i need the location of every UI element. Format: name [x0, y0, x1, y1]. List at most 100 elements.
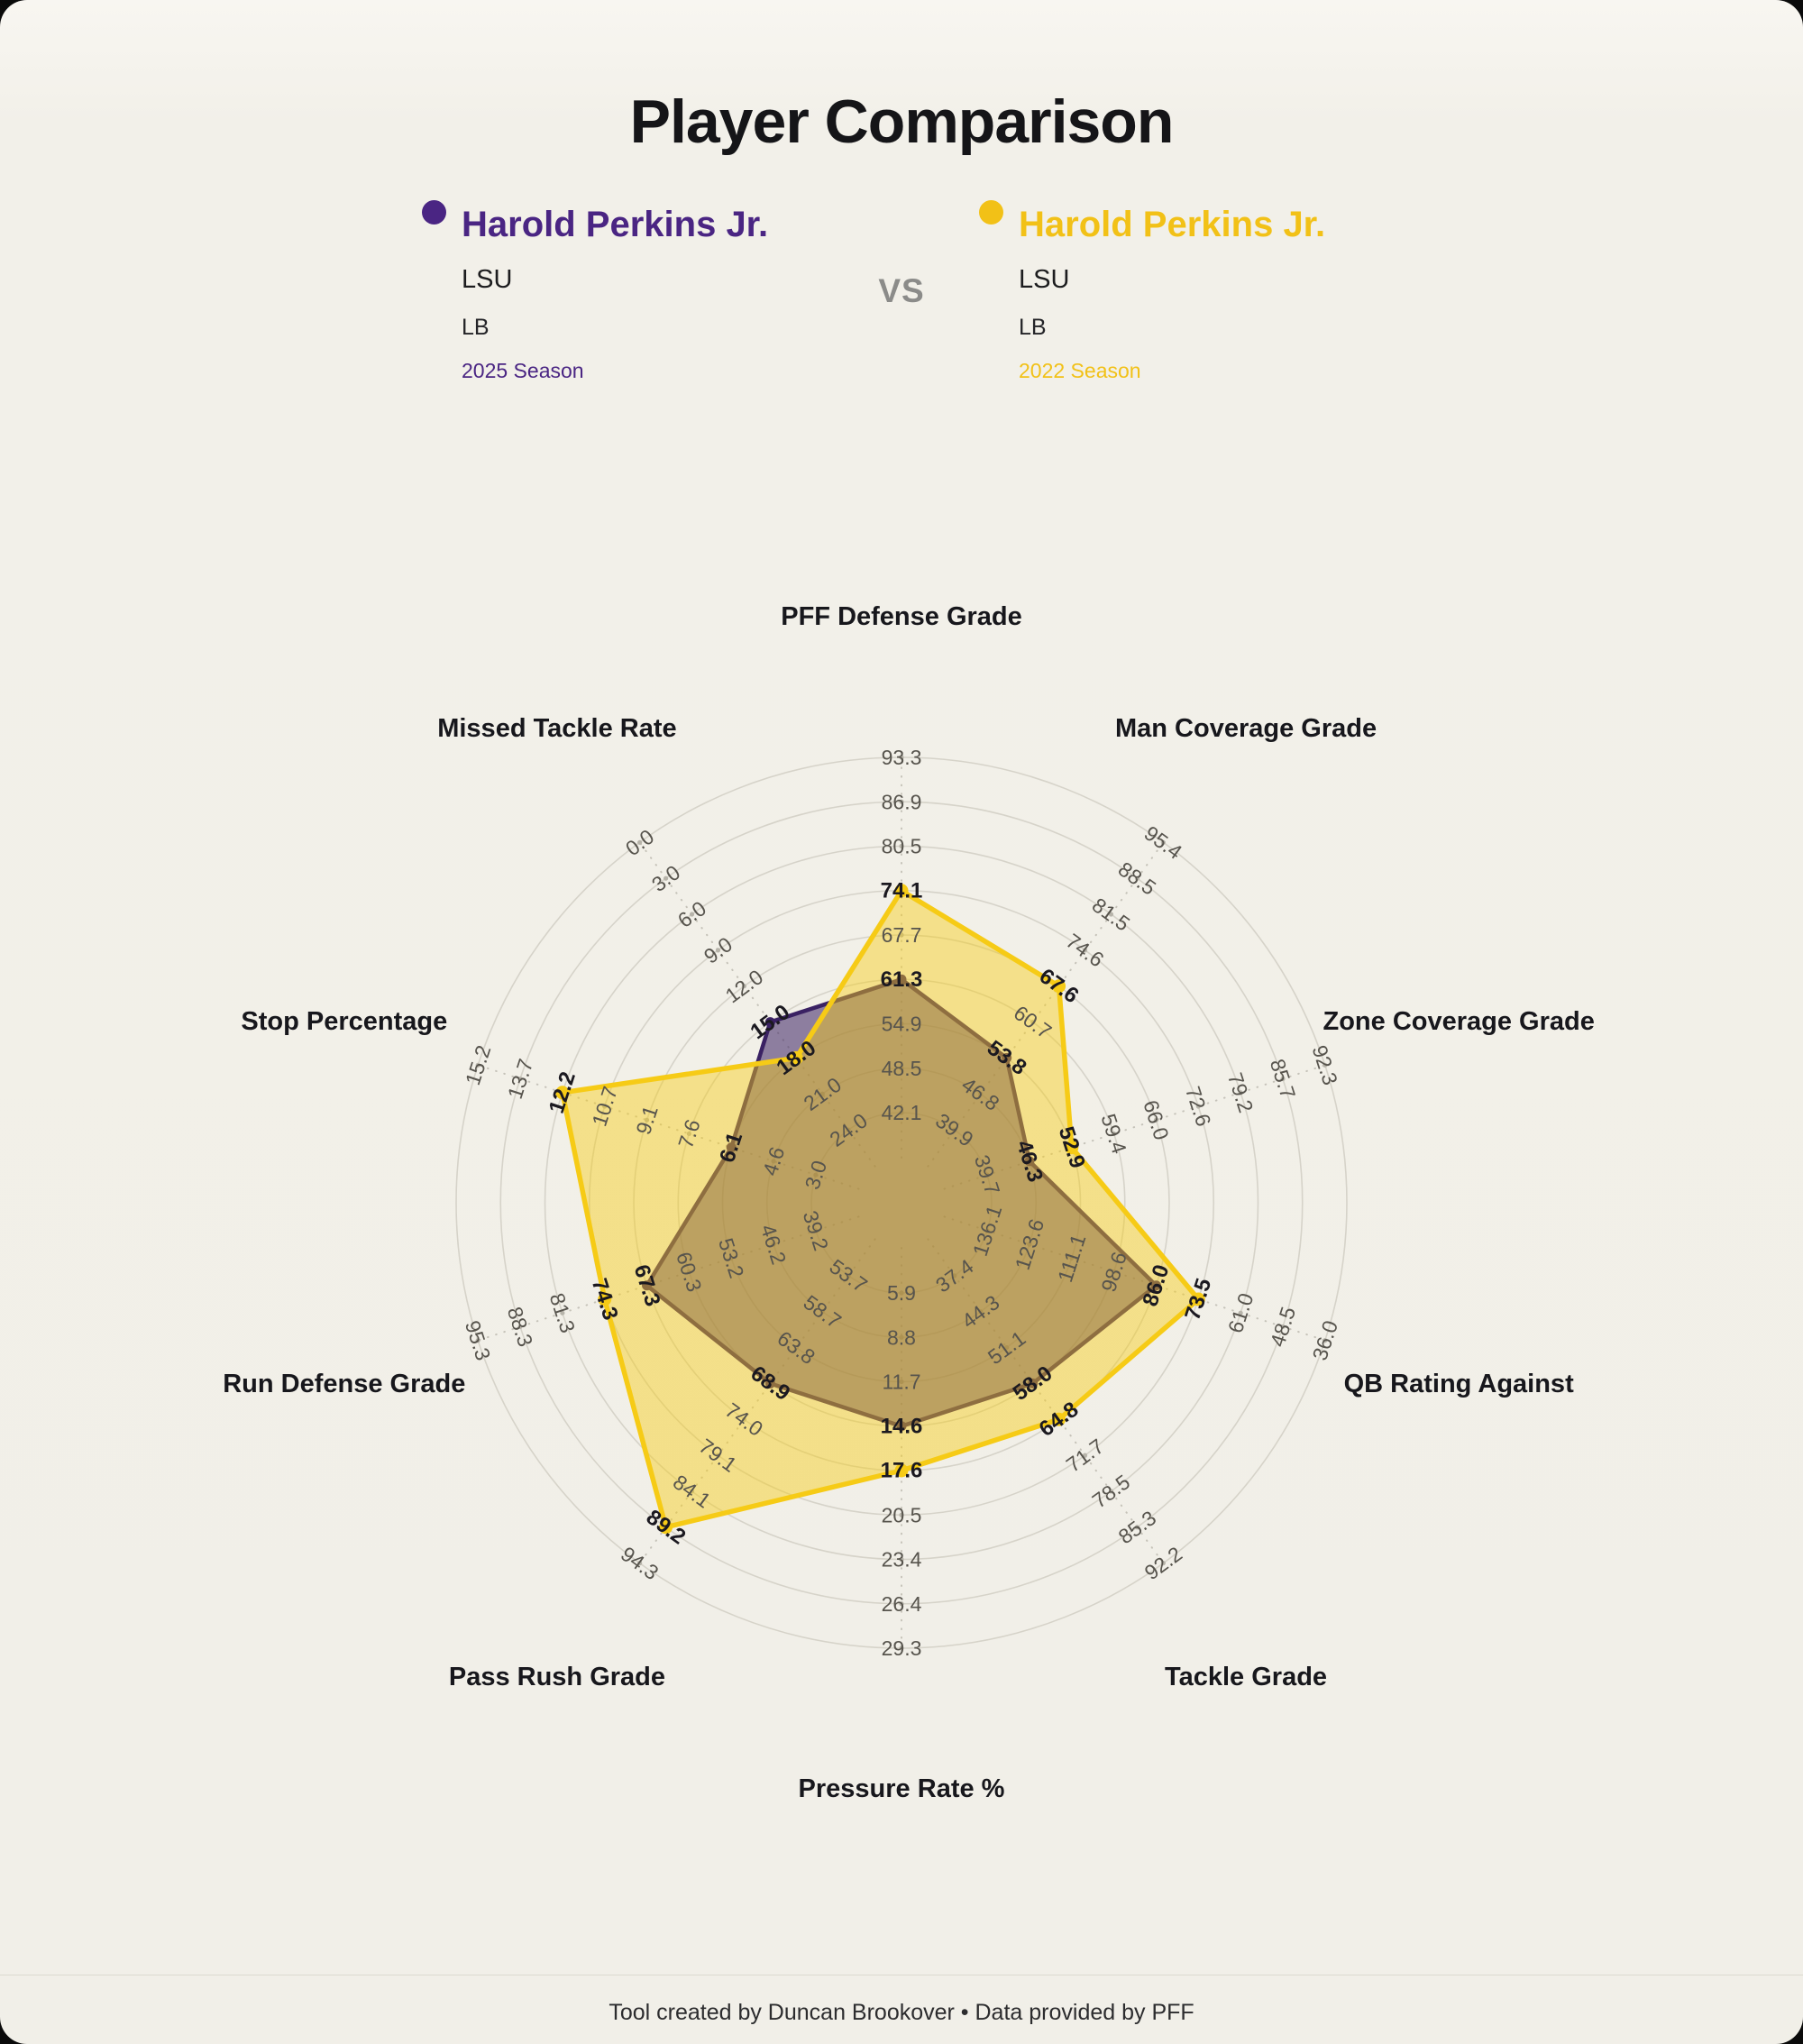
tick-label: 9.0	[700, 932, 737, 968]
tick-label: 71.7	[1062, 1434, 1108, 1476]
tick-label: 29.3	[882, 1636, 922, 1660]
axis-tick-dot	[517, 1076, 523, 1082]
series-vertex-1	[894, 884, 909, 898]
series-vertex-0	[1002, 1052, 1012, 1063]
tick-label: 85.7	[1266, 1056, 1301, 1102]
axis-label-pressure-rate: Pressure Rate %	[799, 1774, 1005, 1803]
tick-label: 95.3	[461, 1317, 496, 1363]
tick-label: 23.4	[882, 1548, 922, 1572]
tick-label: 95.4	[1140, 821, 1187, 864]
tick-label: 20.5	[882, 1503, 922, 1526]
page-title: Player Comparison	[629, 87, 1175, 156]
axis-tick-dot	[1134, 1525, 1140, 1530]
axis-tick-dot	[1160, 839, 1166, 845]
axis-tick-dot	[1160, 1561, 1166, 1566]
series-vertex-1	[789, 1050, 803, 1065]
vs-label: VS	[878, 272, 925, 309]
tick-label: 3.0	[647, 860, 684, 896]
player-a-position: LB	[462, 315, 490, 340]
player-b-season: 2022 Season	[1019, 359, 1141, 382]
tick-label: 26.4	[882, 1592, 922, 1616]
series-vertex-1	[894, 1463, 909, 1478]
tick-label: 48.5	[882, 1057, 922, 1080]
tick-label: 67.7	[882, 923, 922, 947]
axis-label-run-defense-grade: Run Defense Grade	[223, 1370, 465, 1398]
axis-tick-dot	[899, 1556, 904, 1563]
axis-tick-dot	[741, 1416, 747, 1422]
axis-tick-dot	[637, 1561, 643, 1566]
tick-label: 59.4	[1096, 1111, 1131, 1157]
axis-tick-dot	[899, 932, 904, 938]
tick-label: 42.1	[882, 1101, 922, 1124]
axis-tick-dot	[1153, 1117, 1159, 1123]
tick-label: 48.5	[1266, 1304, 1301, 1350]
series-vertex-1	[1052, 979, 1066, 994]
tick-label: 54.9	[882, 1013, 922, 1036]
series-vertex-0	[642, 1280, 653, 1291]
series-vertex-0	[1150, 1280, 1161, 1291]
axis-tick-dot	[1108, 912, 1114, 917]
axis-label-tackle-grade: Tackle Grade	[1165, 1663, 1327, 1691]
tick-label: 12.0	[721, 965, 767, 1007]
tick-label: 11.7	[882, 1370, 920, 1394]
axis-tick-dot	[517, 1324, 523, 1330]
tick-label: 17.6	[881, 1459, 923, 1483]
tick-label: 81.3	[545, 1290, 581, 1336]
axis-label-qb-rating-against: QB Rating Against	[1344, 1370, 1574, 1398]
tick-label: 8.8	[887, 1325, 916, 1349]
series-vertex-0	[726, 1142, 737, 1153]
series-vertex-0	[896, 1421, 907, 1432]
axis-label-pff-defense-grade: PFF Defense Grade	[781, 602, 1022, 631]
tick-label: 94.3	[617, 1542, 663, 1584]
tick-label: 78.5	[1088, 1470, 1134, 1512]
axis-tick-dot	[1108, 1489, 1114, 1494]
tick-label: 88.3	[503, 1304, 538, 1350]
tick-label: 92.2	[1140, 1542, 1186, 1584]
player-b-team: LSU	[1019, 265, 1070, 294]
axis-tick-dot	[686, 1131, 691, 1137]
player-a-team: LSU	[462, 265, 513, 294]
series-vertex-1	[659, 1520, 673, 1535]
player-b-name: Harold Perkins Jr.	[1019, 205, 1326, 244]
axis-tick-dot	[1082, 1453, 1088, 1458]
axis-label-man-coverage-grade: Man Coverage Grade	[1115, 714, 1377, 743]
player-b-position: LB	[1019, 315, 1047, 340]
axis-tick-dot	[1112, 1131, 1117, 1137]
axis-label-pass-rush-grade: Pass Rush Grade	[449, 1663, 665, 1691]
tick-label: 15.2	[461, 1042, 496, 1088]
axis-tick-dot	[475, 1062, 480, 1068]
tick-label: 93.3	[882, 746, 922, 769]
axis-tick-dot	[899, 1601, 904, 1607]
axis-tick-dot	[899, 1512, 904, 1517]
footer-credit: Tool created by Duncan Brookover • Data …	[609, 2000, 1194, 2025]
axis-tick-dot	[689, 1489, 695, 1494]
axis-tick-dot	[602, 1104, 608, 1109]
player-a-name: Harold Perkins Jr.	[462, 205, 769, 244]
series-vertex-0	[764, 1017, 775, 1028]
axis-tick-dot	[1323, 1338, 1328, 1343]
axis-tick-dot	[637, 839, 643, 845]
series-vertex-0	[1028, 1378, 1039, 1389]
series-vertex-1	[1065, 1141, 1079, 1155]
axis-tick-dot	[663, 875, 669, 881]
tick-label: 85.3	[1114, 1506, 1160, 1548]
axis-tick-dot	[560, 1310, 565, 1315]
axis-tick-dot	[1280, 1324, 1286, 1330]
axis-tick-dot	[715, 1453, 721, 1458]
axis-tick-dot	[899, 1645, 904, 1651]
tick-label: 0.0	[621, 824, 658, 860]
axis-spoke	[477, 1064, 860, 1190]
axis-spoke	[638, 841, 876, 1168]
axis-tick-dot	[689, 912, 695, 917]
player-card-a: Harold Perkins Jr. LSU LB 2025 Season	[422, 200, 966, 383]
tick-label: 81.5	[1088, 893, 1134, 935]
series-vertex-0	[1024, 1156, 1035, 1167]
tick-label: 88.5	[1114, 857, 1160, 900]
player-card-b: Harold Perkins Jr. LSU LB 2022 Season	[979, 200, 1524, 383]
axis-tick-dot	[899, 799, 904, 804]
tick-label: 74.1	[881, 878, 923, 903]
axis-spoke	[638, 1238, 876, 1564]
axis-tick-dot	[715, 948, 721, 953]
